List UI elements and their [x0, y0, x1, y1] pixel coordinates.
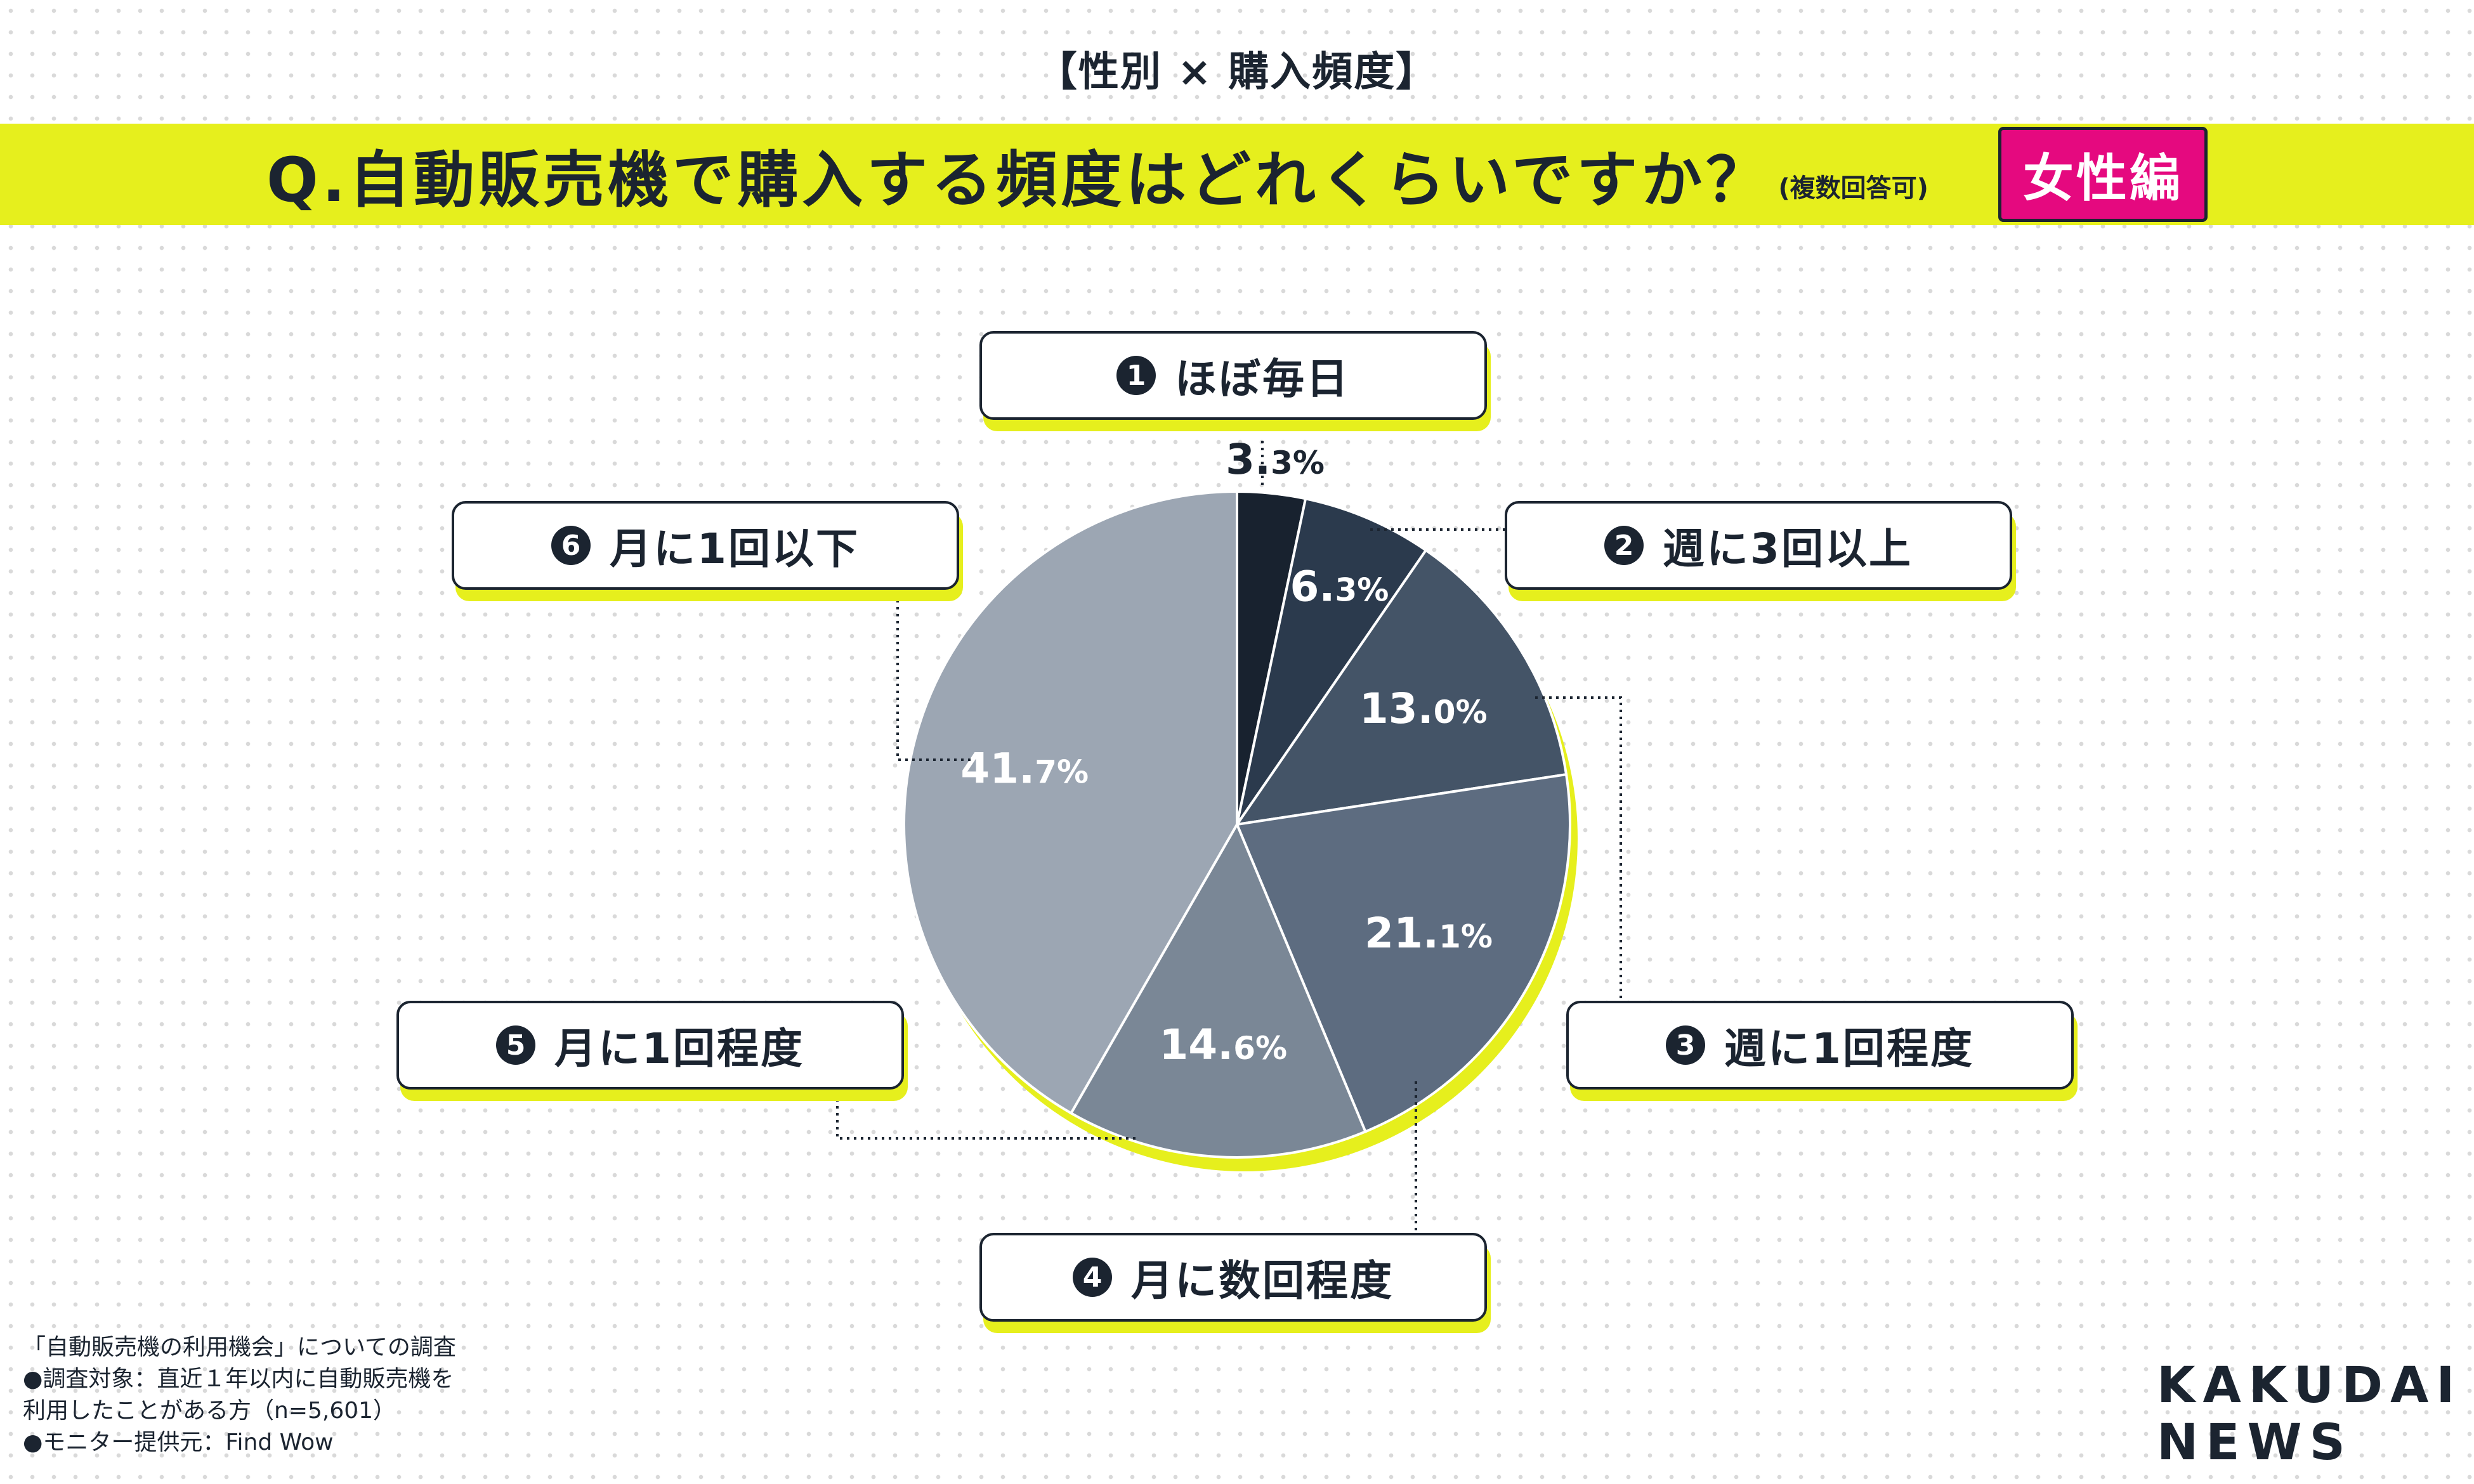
- legend-label-1: 1 ほぼ毎日: [979, 331, 1487, 420]
- legend-label-2: 2 週に3回以上: [1505, 501, 2012, 590]
- logo-line-2: NEWS: [2157, 1414, 2353, 1471]
- pie-slice-4: [1235, 772, 1571, 1134]
- legend-label-3: 3 週に1回程度: [1566, 1001, 2074, 1090]
- footnote-line-1: 「自動販売機の利用機会」についての調査: [23, 1334, 456, 1360]
- legend-number-4: 4: [1073, 1258, 1112, 1297]
- value-label-5: 14.6%: [1159, 1020, 1287, 1069]
- footnote-line-2: ●調査対象：直近１年以内に自動販売機を: [23, 1366, 454, 1392]
- legend-number-5: 5: [496, 1025, 536, 1065]
- value-label-3: 13.0%: [1359, 684, 1488, 733]
- legend-label-5: 5 月に1回程度: [396, 1001, 904, 1090]
- legend-text-3: 週に1回程度: [1724, 1024, 1974, 1073]
- legend-text-1: ほぼ毎日: [1175, 355, 1350, 403]
- question-note: (複数回答可): [1778, 174, 1928, 203]
- logo-line-1: KAKUDAI: [2157, 1357, 2463, 1414]
- legend-label-6: 6 月に1回以下: [452, 501, 959, 590]
- question-title: Q.自動販売機で購入する頻度はどれくらいですか？: [266, 144, 1771, 216]
- legend-text-5: 月に1回程度: [554, 1024, 804, 1073]
- leader-line-3: [1535, 696, 1622, 1001]
- leader-line-5: [836, 1090, 1136, 1140]
- survey-footnote: 「自動販売機の利用機会」についての調査 ●調査対象：直近１年以内に自動販売機を …: [23, 1332, 456, 1459]
- value-label-4: 21.1%: [1365, 909, 1493, 958]
- legend-number-1: 1: [1116, 356, 1156, 395]
- pie-slice-5: [1069, 821, 1368, 1159]
- legend-text-2: 週に3回以上: [1663, 524, 1913, 573]
- legend-number-3: 3: [1666, 1025, 1706, 1065]
- legend-text-6: 月に1回以下: [610, 524, 860, 573]
- pie-slice-2: [1236, 497, 1428, 826]
- chart-subtitle: 【性別 × 購入頻度】: [1036, 49, 1438, 96]
- question-row: Q.自動販売機で購入する頻度はどれくらいですか？ (複数回答可) 女性編: [0, 124, 2474, 225]
- footnote-line-4: ●モニター提供元：Find Wow: [23, 1429, 334, 1455]
- value-label-2: 6.3%: [1290, 563, 1389, 611]
- legend-text-4: 月に数回程度: [1131, 1256, 1394, 1305]
- pie-slice-6: [903, 490, 1238, 1115]
- footnote-line-3: 利用したことがある方（n=5,601）: [23, 1398, 396, 1424]
- pie-slice-3: [1234, 548, 1568, 826]
- legend-number-2: 2: [1604, 526, 1644, 565]
- legend-number-6: 6: [551, 526, 591, 565]
- brand-logo: KAKUDAI NEWS: [2157, 1357, 2462, 1471]
- value-label-6: 41.7%: [960, 745, 1089, 793]
- value-label-1: 3.3%: [1226, 435, 1325, 484]
- gender-badge: 女性編: [1998, 127, 2208, 222]
- legend-label-4: 4 月に数回程度: [979, 1233, 1487, 1322]
